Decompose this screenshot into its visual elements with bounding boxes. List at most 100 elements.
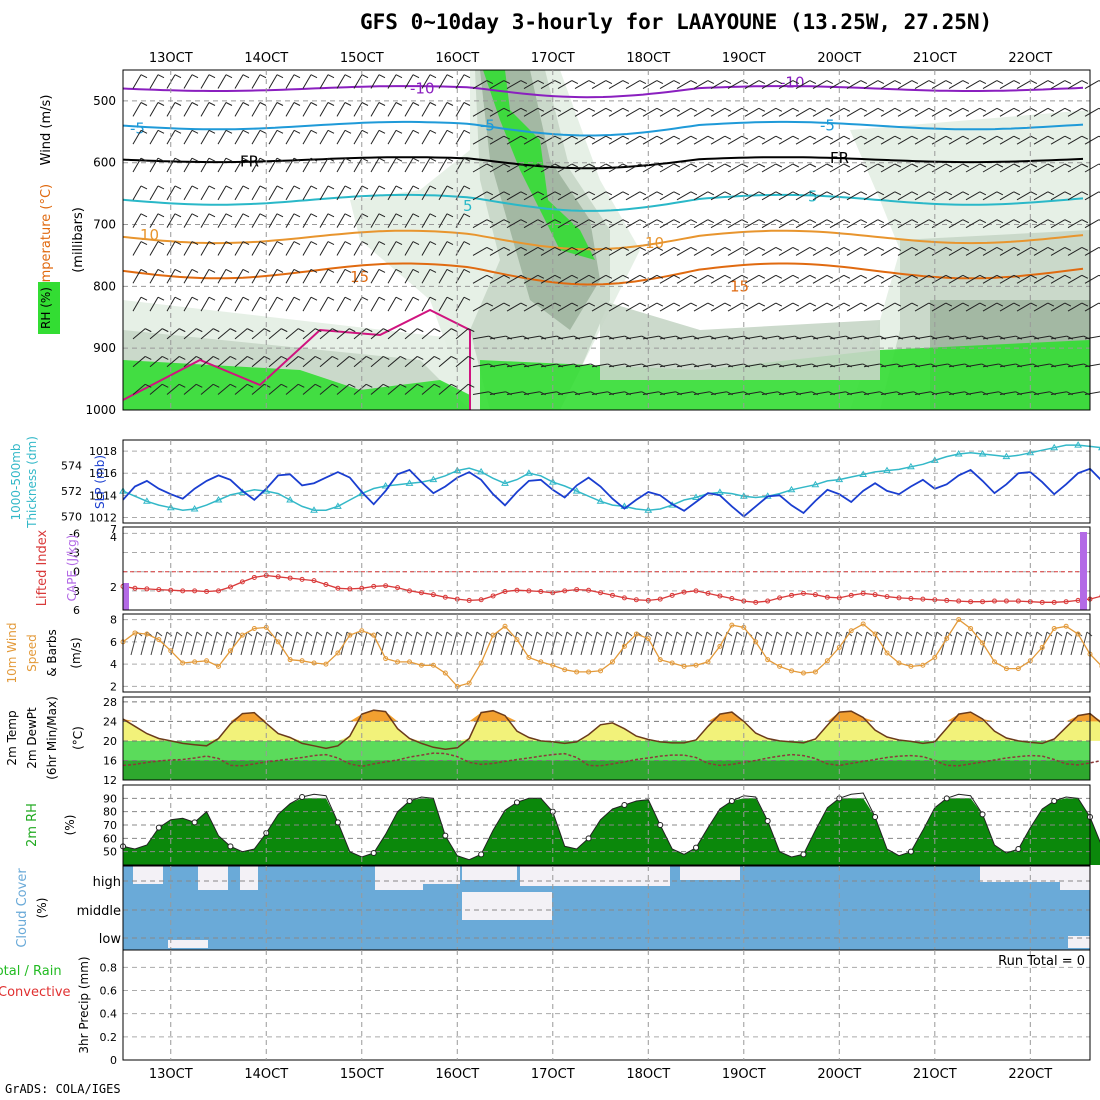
wind-barb (659, 191, 675, 201)
wind-barb (591, 80, 607, 89)
wind-barb (727, 302, 743, 312)
wind-barb-flag (809, 191, 817, 196)
rh2m-tick: 80 (103, 806, 117, 819)
li-point (538, 588, 544, 594)
wind-barb-flag (877, 219, 885, 224)
wind10-point (192, 659, 198, 665)
wind-barb (200, 356, 214, 368)
wind-barb (914, 80, 930, 89)
wind-barb-flag (1047, 302, 1055, 307)
wind-barb-flag (417, 383, 424, 388)
wind-barb-flag (293, 241, 301, 246)
wind-barb (234, 241, 244, 256)
wind10-barb-flag (516, 631, 523, 637)
wind-barb-flag (690, 247, 698, 251)
wind-barb (149, 296, 159, 312)
wind-barb-flag (259, 296, 267, 301)
wind-barb (1067, 135, 1083, 145)
wind-barb-flag (996, 107, 1004, 112)
wind-barb-flag (554, 191, 562, 196)
slp-tick: 1016 (89, 467, 117, 480)
wind-barb (438, 74, 448, 89)
wind-barb (642, 80, 658, 89)
wind-barb (353, 213, 363, 228)
wind10-barb-flag (436, 631, 443, 637)
wind-barb (132, 157, 142, 173)
wind-barb-flag (378, 74, 386, 79)
wind-barb-flag (225, 213, 233, 218)
wind-barb (625, 191, 641, 201)
wind-barb-flag (361, 74, 369, 79)
wind-barb-flag (741, 274, 749, 279)
wind10-point (669, 660, 675, 666)
wind-barb-flag (259, 241, 267, 246)
wind-barb (472, 107, 488, 117)
wind-barb-flag (174, 241, 182, 246)
wind10-barb-flag (506, 631, 513, 637)
wind-barb-flag (605, 302, 613, 307)
wind-barb (812, 302, 828, 312)
wind10-ylabel-3: & Barbs (45, 629, 59, 677)
wind10-point (442, 670, 448, 676)
wind-barb (999, 391, 1016, 396)
wind10-point (729, 622, 735, 628)
wind-barb (183, 269, 193, 284)
wind10-barb-flag (556, 631, 563, 637)
wind-barb (183, 383, 197, 395)
wind-barb-flag (395, 296, 403, 301)
wind-barb (778, 135, 794, 145)
wind-barb (149, 157, 159, 173)
wind-barb-flag (911, 163, 919, 168)
wind-barb-flag (361, 185, 369, 190)
thickness-point (405, 479, 414, 486)
rh2m-band-4 (123, 798, 1100, 865)
li-point (681, 589, 687, 595)
wind10-barb-flag (186, 631, 193, 637)
wind-barb (523, 135, 539, 145)
wind-barb (880, 363, 897, 368)
wind10-point (251, 625, 257, 631)
wind-barb-flag (230, 383, 237, 388)
wind10-barb (1000, 631, 1008, 656)
wind-barb (778, 335, 795, 340)
wind-barb (778, 191, 794, 201)
li-point (717, 593, 723, 599)
upper-ylabel-units: (millibars) (71, 207, 86, 273)
wind-barb-flag (463, 102, 471, 106)
wind-barb-flag (928, 247, 936, 251)
wind-barb (183, 157, 193, 173)
wind-barb (676, 219, 692, 229)
wind10-barb-flag (1026, 631, 1033, 637)
wind-barb (1016, 274, 1032, 284)
wind-barb-flag (809, 135, 817, 140)
wind-barb-flag (349, 355, 356, 360)
li-point (371, 583, 377, 589)
wind-barb (455, 328, 469, 340)
wind-barb (336, 74, 346, 89)
wind-barb (557, 335, 574, 340)
wind-barb-flag (673, 219, 681, 224)
wind-barb-flag (656, 135, 664, 140)
wind10-point (574, 669, 580, 675)
li-point (621, 595, 627, 601)
wind-barb-flag (400, 328, 407, 333)
wind10-tick: 8 (110, 614, 117, 627)
wind10-barb-flag (766, 631, 773, 637)
rh2m-point (693, 844, 700, 851)
wind-barb-flag (162, 328, 169, 333)
wind-barb (710, 274, 726, 284)
wind-barb (1050, 363, 1067, 368)
contour-label: 15 (730, 277, 749, 295)
li-point (991, 598, 997, 604)
wind10-barb-flag (786, 631, 793, 637)
wind-barb-flag (145, 355, 152, 360)
wind-barb (1033, 363, 1050, 368)
wind-barb-flag (877, 80, 885, 84)
wind-barb (982, 274, 998, 284)
precip-tick: 0.4 (100, 1008, 118, 1021)
wind-barb-flag (162, 355, 169, 360)
wind-barb (421, 328, 435, 340)
wind10-point (609, 659, 615, 665)
wind-barb (1084, 107, 1100, 117)
wind-barb-flag (1030, 163, 1038, 168)
